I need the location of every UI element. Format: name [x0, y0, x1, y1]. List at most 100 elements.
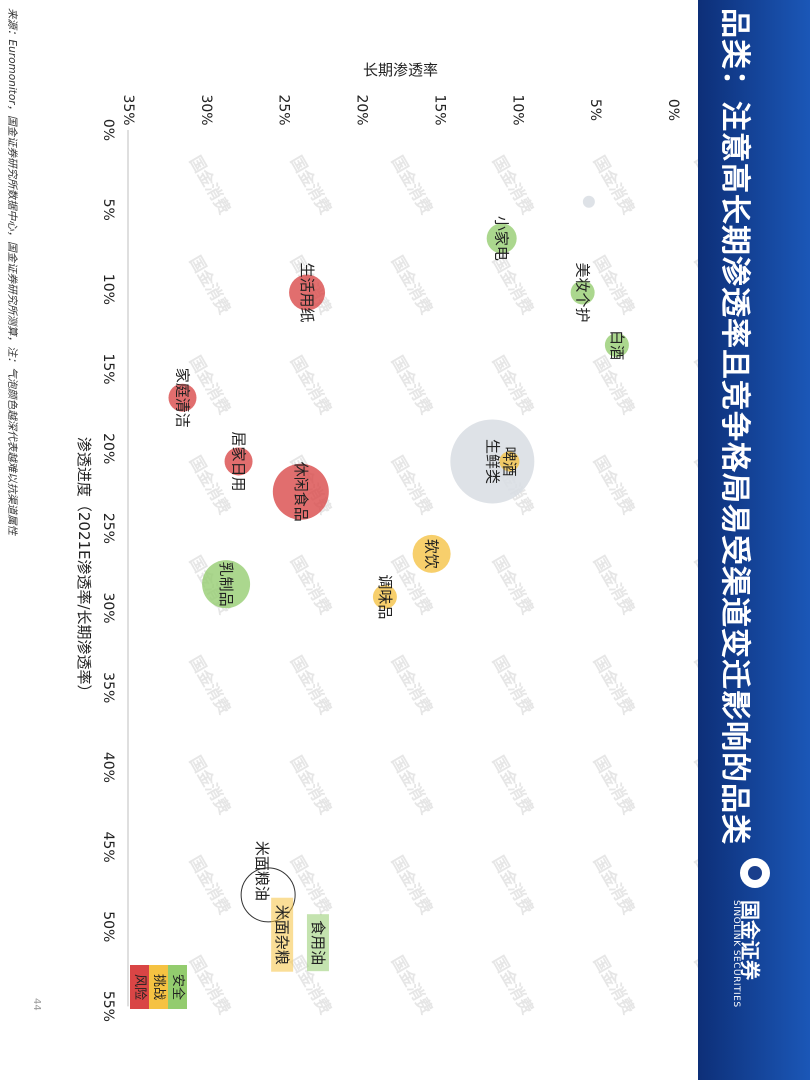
bubble-label: 生活用纸 — [298, 263, 316, 323]
watermark-text: 国金消费 — [287, 153, 335, 218]
watermark-text: 国金消费 — [388, 953, 436, 1018]
watermark-text: 国金消费 — [691, 853, 698, 918]
bubble-label: 软饮 — [423, 539, 441, 569]
x-tick-label: 55% — [100, 991, 116, 1022]
watermark-text: 国金消费 — [287, 353, 335, 418]
watermark-text: 国金消费 — [691, 353, 698, 418]
y-tick-label: 0% — [665, 99, 681, 121]
watermark-text: 国金消费 — [489, 253, 537, 318]
bubble — [486, 223, 517, 254]
watermark-text: 国金消费 — [287, 753, 335, 818]
y-tick-label: 30% — [198, 94, 214, 125]
y-tick-label: 25% — [276, 94, 292, 125]
bubble — [450, 419, 535, 504]
watermark-text: 国金消费 — [691, 153, 698, 218]
watermark-text: 国金消费 — [186, 653, 234, 718]
watermark-text: 国金消费 — [186, 853, 234, 918]
watermark-text: 国金消费 — [590, 453, 638, 518]
watermark-text: 国金消费 — [388, 753, 436, 818]
watermark-text: 国金消费 — [590, 353, 638, 418]
watermark-text: 国金消费 — [489, 753, 537, 818]
annotation-member-box — [306, 914, 329, 972]
x-tick-label: 15% — [100, 353, 116, 384]
bubble-label: 乳制品 — [217, 562, 235, 607]
legend-label: 风险 — [132, 974, 147, 1000]
page-title: 品类：注意高长期渗透率且竞争格局易受渠道变迁影响的品类 — [717, 8, 752, 845]
bubble — [604, 333, 629, 358]
bubble — [499, 451, 520, 472]
watermark-text: 国金消费 — [287, 553, 335, 618]
bubble-label: 休闲食品 — [292, 462, 310, 522]
watermark-text: 国金消费 — [590, 953, 638, 1018]
y-tick-label: 10% — [509, 94, 525, 125]
watermark-text: 国金消费 — [691, 753, 698, 818]
bubble — [582, 195, 595, 208]
bubble — [168, 383, 197, 412]
x-tick-label: 0% — [100, 119, 116, 141]
bubble — [372, 584, 397, 609]
y-tick-label: 20% — [354, 94, 370, 125]
bubble-label: 调味品 — [376, 574, 394, 619]
bubble — [202, 560, 251, 609]
x-tick-label: 40% — [100, 752, 116, 783]
bubble-chart: 国金消费国金消费国金消费国金消费国金消费国金消费国金消费国金消费国金消费国金消费… — [75, 61, 698, 1022]
legend-label: 挑战 — [151, 974, 166, 1000]
watermark-text: 国金消费 — [186, 753, 234, 818]
bubble-label: 生鲜类 — [483, 439, 501, 484]
bubble — [570, 280, 595, 305]
x-tick-label: 20% — [100, 433, 116, 464]
x-tick-label: 50% — [100, 911, 116, 942]
watermark-text: 国金消费 — [287, 653, 335, 718]
bubble — [289, 274, 326, 311]
title-bar-gradient — [698, 0, 810, 1080]
x-tick-label: 30% — [100, 592, 116, 623]
bubble-label: 美妆个护 — [574, 263, 592, 323]
watermark-text: 国金消费 — [186, 953, 234, 1018]
bubble — [412, 534, 451, 573]
legend-label: 安全 — [170, 974, 186, 1000]
annotation-member-box — [271, 897, 294, 972]
annotation-circle — [240, 867, 296, 923]
bubble-label: 白酒 — [608, 330, 626, 360]
x-tick-label: 10% — [100, 274, 116, 305]
annotation-member-label: 食用油 — [309, 920, 327, 965]
watermark-text: 国金消费 — [388, 653, 436, 718]
watermark-text: 国金消费 — [388, 153, 436, 218]
watermark-text: 国金消费 — [489, 953, 537, 1018]
x-tick-label: 45% — [100, 832, 116, 863]
brand-name-en: SINOLINK SECURITIES — [731, 900, 741, 1008]
bubble — [272, 463, 329, 520]
watermark-text: 国金消费 — [186, 253, 234, 318]
watermark-text: 国金消费 — [489, 353, 537, 418]
watermark-text: 国金消费 — [186, 153, 234, 218]
watermark-text: 国金消费 — [388, 353, 436, 418]
bubbles — [168, 195, 629, 609]
x-tick-label: 35% — [100, 672, 116, 703]
watermark-text: 国金消费 — [590, 653, 638, 718]
bubble — [224, 447, 253, 476]
y-tick-label: 15% — [431, 94, 447, 125]
watermark-text: 国金消费 — [489, 853, 537, 918]
watermark-text: 国金消费 — [590, 253, 638, 318]
watermark-text: 国金消费 — [489, 553, 537, 618]
bubble-label: 家庭清洁 — [173, 368, 191, 428]
watermark-text: 国金消费 — [388, 253, 436, 318]
watermark-text: 国金消费 — [287, 853, 335, 918]
legend-swatch — [130, 965, 149, 1009]
watermark-text: 国金消费 — [691, 253, 698, 318]
watermark-text: 国金消费 — [489, 653, 537, 718]
watermark-text: 国金消费 — [186, 353, 234, 418]
bubble-label: 啤酒 — [500, 446, 518, 476]
x-axis-title: 渗透进度（2021E渗透率/长期渗透率） — [75, 437, 93, 700]
watermark-text: 国金消费 — [489, 153, 537, 218]
y-axis-title: 长期渗透率 — [363, 61, 438, 79]
watermark-text: 国金消费 — [590, 853, 638, 918]
title-bar — [698, 0, 810, 1080]
watermark-text: 国金消费 — [388, 853, 436, 918]
tick-labels: 0% 5% 10% 15% 20% 25% 30% 35% 40% 45% 50% 55% 0% 5% 10… — [100, 94, 681, 1022]
legend-swatch — [168, 965, 187, 1009]
watermark-text: 国金消费 — [691, 653, 698, 718]
annotation-member-label: 米面杂粮 — [273, 905, 291, 965]
